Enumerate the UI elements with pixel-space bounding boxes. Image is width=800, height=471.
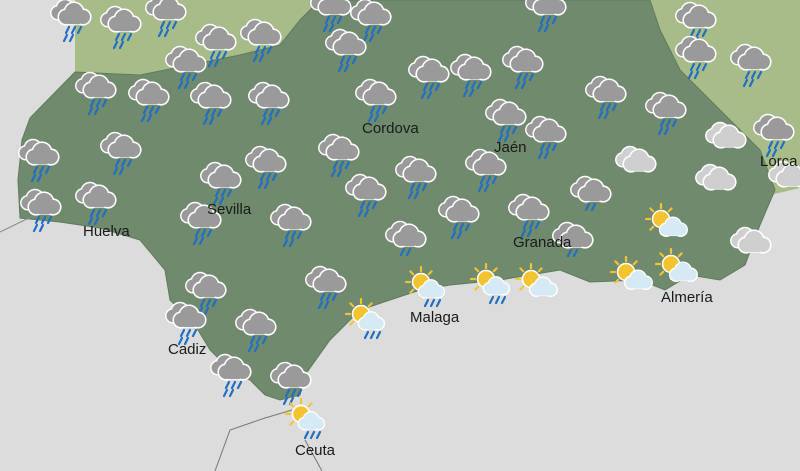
rain-icon xyxy=(185,271,227,316)
cloudy-icon xyxy=(615,145,657,173)
border-line xyxy=(304,439,323,471)
rain-icon xyxy=(100,131,142,176)
rain-icon xyxy=(145,0,187,38)
rain-icon xyxy=(100,5,142,50)
rain-icon xyxy=(675,1,717,46)
rain-icon xyxy=(753,113,795,158)
rain-icon xyxy=(345,173,387,218)
city-label-huelva: Huelva xyxy=(83,223,130,240)
rain-icon xyxy=(408,55,450,100)
rain-icon xyxy=(325,28,367,73)
rain-icon xyxy=(248,81,290,126)
rain-icon xyxy=(210,353,252,398)
rain-icon xyxy=(190,81,232,126)
rain-icon xyxy=(18,138,60,183)
sun-cloud-icon xyxy=(609,255,653,291)
rain-icon xyxy=(438,195,480,240)
sun-cloud-icon xyxy=(654,247,698,283)
rain-icon xyxy=(645,91,687,136)
rain-icon xyxy=(355,78,397,123)
city-label-cordova: Cordova xyxy=(362,120,419,137)
rain-icon xyxy=(318,133,360,178)
sun-cloud-icon xyxy=(644,202,688,238)
city-label-malaga: Malaga xyxy=(410,309,460,326)
border-line xyxy=(214,409,293,471)
sun-cloud-icon xyxy=(514,262,558,298)
rain-icon xyxy=(310,0,352,33)
rain-icon xyxy=(165,301,207,346)
rain-icon xyxy=(350,0,392,43)
city-label-granada: Granada xyxy=(513,234,572,251)
rain-icon xyxy=(165,45,207,90)
cloudy-icon xyxy=(695,163,737,191)
city-label-jaén: Jaén xyxy=(494,139,527,156)
sun-cloud-rain-icon xyxy=(469,262,511,305)
rain-icon xyxy=(50,0,92,43)
rain-icon xyxy=(240,18,282,63)
cloudy-icon xyxy=(730,226,772,254)
rain-icon xyxy=(270,203,312,248)
cloudy-icon xyxy=(768,160,800,188)
rain-icon xyxy=(245,145,287,190)
rain-icon xyxy=(270,361,312,406)
light-rain-icon xyxy=(385,220,427,257)
city-label-almería: Almería xyxy=(661,289,713,306)
rain-icon xyxy=(502,45,544,90)
rain-icon xyxy=(180,201,222,246)
rain-icon xyxy=(525,0,567,33)
rain-icon xyxy=(395,155,437,200)
rain-icon xyxy=(730,43,772,88)
rain-icon xyxy=(75,71,117,116)
cloudy-icon xyxy=(705,121,747,149)
rain-icon xyxy=(75,181,117,226)
rain-icon xyxy=(20,188,62,233)
rain-icon xyxy=(675,35,717,80)
city-label-cadiz: Cadiz xyxy=(168,341,207,358)
rain-icon xyxy=(450,53,492,98)
sun-cloud-rain-icon xyxy=(404,265,446,308)
rain-icon xyxy=(465,148,507,193)
sun-cloud-rain-icon xyxy=(284,397,326,440)
city-label-ceuta: Ceuta xyxy=(295,442,336,459)
rain-icon xyxy=(508,193,550,238)
rain-icon xyxy=(128,78,170,123)
border-line xyxy=(0,214,36,233)
light-rain-icon xyxy=(570,175,612,212)
rain-icon xyxy=(200,161,242,206)
sun-cloud-rain-icon xyxy=(344,297,386,340)
city-label-sevilla: Sevilla xyxy=(207,201,252,218)
rain-icon xyxy=(305,265,347,310)
city-label-lorca: Lorca xyxy=(760,153,798,170)
rain-icon xyxy=(585,75,627,120)
rain-icon xyxy=(235,308,277,353)
rain-icon xyxy=(485,98,527,143)
light-rain-icon xyxy=(552,221,594,258)
rain-icon xyxy=(195,23,237,68)
rain-icon xyxy=(525,115,567,160)
